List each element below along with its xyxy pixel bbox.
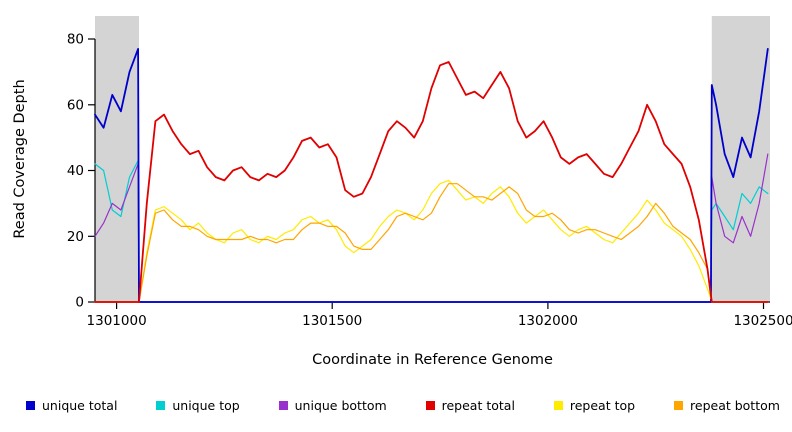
legend-item-unique-top: unique top [156,398,240,413]
legend-item-unique-bottom: unique bottom [278,398,387,413]
x-tick-label: 1302500 [733,313,792,329]
series-line-repeat-bottom [94,183,769,303]
legend-swatch-unique-total [26,401,35,410]
y-tick-label: 60 [67,97,84,113]
legend-label: unique top [172,398,240,413]
unique-region-left [95,16,139,302]
legend-label: unique bottom [294,398,387,413]
series-line-unique-total [94,48,769,303]
legend-swatch-unique-bottom [278,401,288,410]
legend-swatch-repeat-bottom [674,401,684,410]
x-tick-label: 1301500 [302,313,362,329]
y-tick-label: 40 [67,163,84,179]
series-line-unique-top [94,160,769,303]
unique-region-right [711,16,770,302]
series-line-unique-bottom [94,153,769,303]
legend-swatch-repeat-top [553,401,563,410]
coverage-chart: 1301000 1301500 1302000 1302500 0 20 40 60 80 [67,16,792,329]
legend-label: repeat bottom [690,398,780,413]
chart-legend: unique total unique top unique bottom repea… [26,398,780,413]
series-line-repeat-top [94,179,769,303]
x-tick-label: 1301000 [87,313,147,329]
legend-label: repeat total [441,398,515,413]
y-tick-label: 80 [67,32,84,48]
y-axis-title: Read Coverage Depth [12,79,28,239]
y-tick-label: 0 [75,295,84,311]
legend-swatch-unique-top [156,401,166,410]
x-axis-title: Coordinate in Reference Genome [312,352,553,368]
legend-item-repeat-bottom: repeat bottom [674,398,780,413]
legend-item-repeat-total: repeat total [425,398,515,413]
legend-item-unique-total: unique total [26,398,117,413]
x-tick-label: 1302000 [518,313,578,329]
legend-item-repeat-top: repeat top [553,398,636,413]
series-line-repeat-total [94,61,769,303]
legend-label: unique total [42,398,118,413]
y-tick-label: 20 [67,229,84,245]
legend-swatch-repeat-total [425,401,435,410]
legend-label: repeat top [569,398,636,413]
